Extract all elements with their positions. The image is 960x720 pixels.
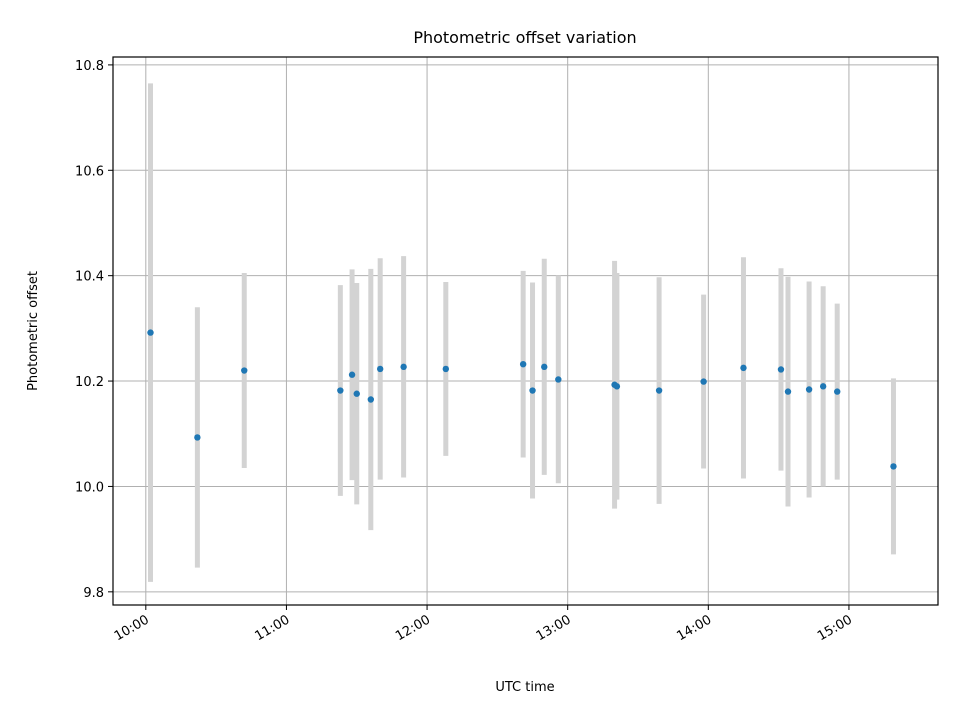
data-point — [740, 364, 747, 372]
x-tick-label: 14:00 — [674, 612, 714, 644]
x-tick-label: 13:00 — [534, 612, 574, 644]
x-tick-label: 12:00 — [393, 612, 433, 644]
data-point — [805, 386, 813, 393]
data-point — [376, 365, 384, 373]
data-point — [613, 383, 621, 390]
x-axis-label: UTC time — [495, 680, 554, 695]
data-point — [400, 363, 407, 371]
y-tick-label: 10.0 — [75, 480, 104, 495]
x-axis: 10:00 11:00 12:00 13:00 14:00 15:00 — [112, 605, 855, 644]
x-tick-label: 10:00 — [112, 612, 152, 644]
data-points — [147, 329, 897, 470]
chart-title: Photometric offset variation — [413, 28, 636, 47]
data-point — [890, 463, 897, 470]
data-point — [147, 329, 154, 336]
x-tick-label: 11:00 — [252, 612, 292, 644]
data-point — [819, 383, 827, 390]
data-point — [777, 366, 785, 373]
x-tick-label: 15:00 — [815, 612, 855, 644]
data-point — [353, 390, 360, 397]
y-axis-label: Photometric offset — [26, 271, 41, 391]
data-point — [784, 388, 792, 395]
data-point — [700, 378, 707, 385]
data-point — [834, 388, 841, 395]
data-point — [194, 434, 201, 441]
data-point — [541, 363, 548, 371]
data-point — [555, 376, 562, 383]
data-point — [519, 360, 527, 368]
errorbars — [148, 83, 896, 582]
y-tick-label: 10.4 — [75, 270, 104, 285]
data-point — [241, 367, 248, 374]
plot-frame — [112, 56, 939, 606]
y-axis: 9.8 10.0 10.2 10.4 10.6 10.8 — [75, 59, 113, 601]
data-point — [529, 387, 536, 394]
y-tick-label: 10.2 — [75, 375, 104, 390]
data-point — [442, 365, 450, 373]
data-point — [367, 396, 375, 403]
data-point — [655, 387, 663, 394]
y-tick-label: 10.6 — [75, 164, 104, 179]
data-point — [337, 387, 344, 394]
y-tick-label: 10.8 — [75, 59, 104, 74]
data-point — [348, 371, 356, 378]
y-tick-label: 9.8 — [83, 586, 104, 601]
